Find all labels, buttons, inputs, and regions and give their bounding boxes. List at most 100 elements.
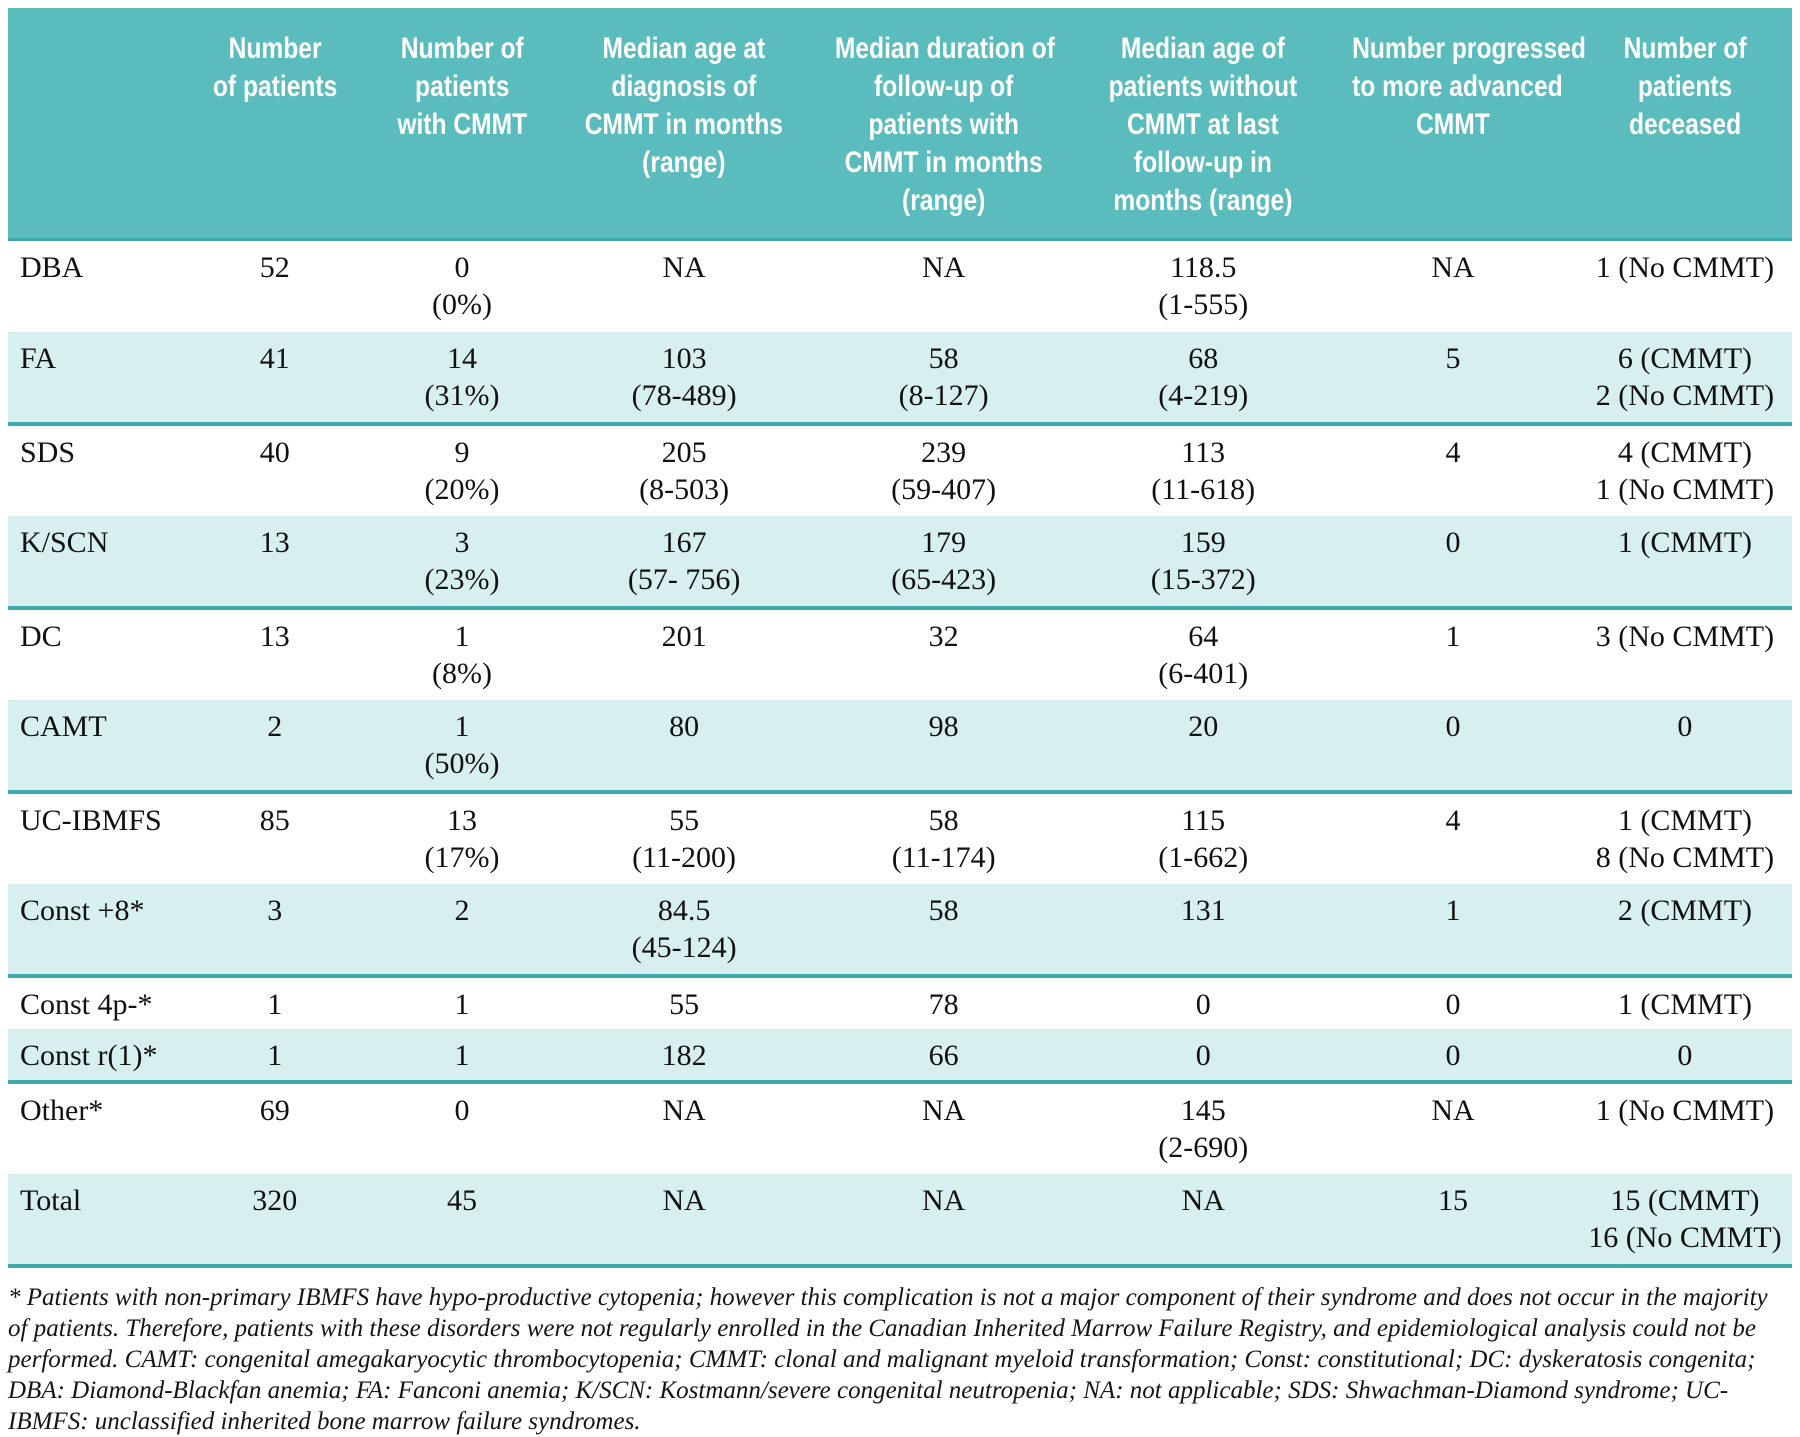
cell-line: 3 (No CMMT) <box>1595 619 1775 653</box>
cell-line: NA <box>662 1093 706 1127</box>
table-cell: 13 (17%) <box>365 792 559 884</box>
cell-line: NA <box>1181 1183 1225 1217</box>
cell-line: NA <box>922 251 966 284</box>
cell-line: 1 (No CMMT) <box>1595 1093 1775 1127</box>
table-cell: 64 (6-401) <box>1078 608 1328 700</box>
table-cell: NA <box>1328 1082 1578 1174</box>
cell-line: 1 (CMMT) <box>1617 525 1753 559</box>
cell-line: 69 <box>259 1093 290 1127</box>
cell-line: NA <box>922 1183 966 1217</box>
table-cell: 9 (20%) <box>365 424 559 516</box>
table-row: Const 4p-* 1 1 55 78 0 0 1 (CMMT) <box>8 975 1792 1029</box>
cell-line: 0 <box>454 251 470 284</box>
column-header-text: Number of patients with CMMT <box>384 30 540 144</box>
table-row: DC 13 1 (8%) 201 32 64 (6-401) 1 3 (No CMMT) <box>8 607 1792 700</box>
row-label: UC-IBMFS <box>20 803 162 837</box>
column-header: Number progressed to more advanced CMMT <box>1328 8 1586 241</box>
table-cell: 239 (59-407) <box>809 424 1078 516</box>
table-cell: 78 <box>809 976 1078 1029</box>
header-line: patients <box>414 70 510 103</box>
cell-line: 15 (CMMT) <box>1610 1183 1760 1217</box>
header-line: Median age of <box>1121 32 1286 65</box>
table-cell: NA <box>809 1082 1078 1174</box>
cell-line: 4 <box>1445 435 1461 469</box>
table-cell: 58 <box>809 884 1078 976</box>
header-line: months (range) <box>1113 184 1293 217</box>
table-cell: 131 <box>1078 884 1328 976</box>
table-cell: 14 (31%) <box>365 332 559 424</box>
table-cell: 1 <box>1328 608 1578 700</box>
cell-line: (2-690) <box>1158 1130 1249 1164</box>
table-cell: 58 (8-127) <box>809 332 1078 424</box>
cell-line: 1 <box>454 1038 470 1072</box>
table-cell: 3 <box>185 884 365 976</box>
cell-line: 52 <box>259 251 290 284</box>
cell-line: (1-555) <box>1158 288 1249 321</box>
cell-line: 13 <box>259 619 290 653</box>
table-cell: 69 <box>185 1082 365 1174</box>
table-cell: 66 <box>809 1029 1078 1082</box>
cell-line: 1 (No CMMT) <box>1595 251 1775 284</box>
table-cell: 4 <box>1328 424 1578 516</box>
cell-line: 0 <box>1195 987 1211 1021</box>
cell-line: 2 <box>267 709 283 743</box>
table-cell: 98 <box>809 700 1078 792</box>
header-line: of patients <box>212 70 337 103</box>
header-line: with CMMT <box>397 108 527 141</box>
header-line: Number <box>228 32 322 65</box>
table-body: DBA 52 0 (0%) NA NA 118.5 (1-555) NA 1 (No CMMT) F… <box>8 239 1792 1266</box>
cell-line: 1 <box>267 987 283 1021</box>
cell-line: 15 <box>1437 1183 1468 1217</box>
table-cell: 182 <box>559 1029 809 1082</box>
header-line: Number of <box>1623 32 1747 65</box>
cell-line: 205 <box>661 435 707 469</box>
cell-line: 159 <box>1180 525 1226 559</box>
cell-line: (11-174) <box>891 840 996 874</box>
table-row: FA 41 14 (31%) 103 (78-489) 58 (8-127) 68 (4-219)… <box>8 331 1792 424</box>
header-line: patients <box>1637 70 1733 103</box>
row-label: FA <box>20 341 57 375</box>
ibmfs-cmmt-table: Number of patients Number of patients with C… <box>8 8 1792 1268</box>
header-line: deceased <box>1628 108 1742 141</box>
cell-line: 58 <box>928 341 959 375</box>
table-header: Number of patients Number of patients with C… <box>8 8 1792 241</box>
table-cell: NA <box>809 1174 1078 1266</box>
row-label: DC <box>20 619 62 653</box>
cell-line: 1 <box>454 709 470 743</box>
cell-line: 55 <box>669 803 700 837</box>
cell-line: 1 <box>1445 893 1461 927</box>
table-cell: 2 <box>365 884 559 976</box>
cell-line: (50%) <box>424 746 500 780</box>
table-row: DBA 52 0 (0%) NA NA 118.5 (1-555) NA 1 (No CMMT) <box>8 239 1792 332</box>
cell-line: 1 (No CMMT) <box>1595 472 1775 506</box>
header-line: Median age at <box>602 32 766 65</box>
cell-line: (6-401) <box>1158 656 1249 690</box>
table-cell: 6 (CMMT) 2 (No CMMT) <box>1578 332 1792 424</box>
cell-line: (1-662) <box>1158 840 1249 874</box>
table-cell: 3 (23%) <box>365 516 559 608</box>
cell-line: 78 <box>928 987 959 1021</box>
cell-line: 8 (No CMMT) <box>1595 840 1775 874</box>
table-cell: 0 (0%) <box>365 240 559 332</box>
table-cell: NA <box>559 240 809 332</box>
cell-line: 58 <box>928 803 959 837</box>
table-cell: 0 <box>1328 1029 1578 1082</box>
row-label: Total <box>20 1183 82 1217</box>
table-cell: 205 (8-503) <box>559 424 809 516</box>
cell-line: 14 <box>447 341 477 375</box>
table-row: Const r(1)* 1 1 182 66 0 0 0 <box>8 1028 1792 1082</box>
table-cell: NA <box>1328 240 1578 332</box>
table-cell: 13 <box>185 516 365 608</box>
table-row: K/SCN 13 3 (23%) 167 (57- 756) 179 (65-423) 159(… <box>8 515 1792 608</box>
column-header-text: Number progressed to more advanced CMMT <box>1352 30 1586 144</box>
cell-line: NA <box>1431 1093 1475 1127</box>
cell-line: 6 (CMMT) <box>1617 341 1753 375</box>
cell-line: 0 <box>1445 525 1461 559</box>
cell-line: 179 <box>921 525 967 559</box>
cell-line: (11-618) <box>1151 472 1256 506</box>
cell-line: 3 <box>267 893 283 927</box>
cell-line: 80 <box>669 709 700 743</box>
cell-line: 5 <box>1445 341 1461 375</box>
cell-line: 0 <box>454 1093 470 1127</box>
cell-line: NA <box>662 251 706 284</box>
